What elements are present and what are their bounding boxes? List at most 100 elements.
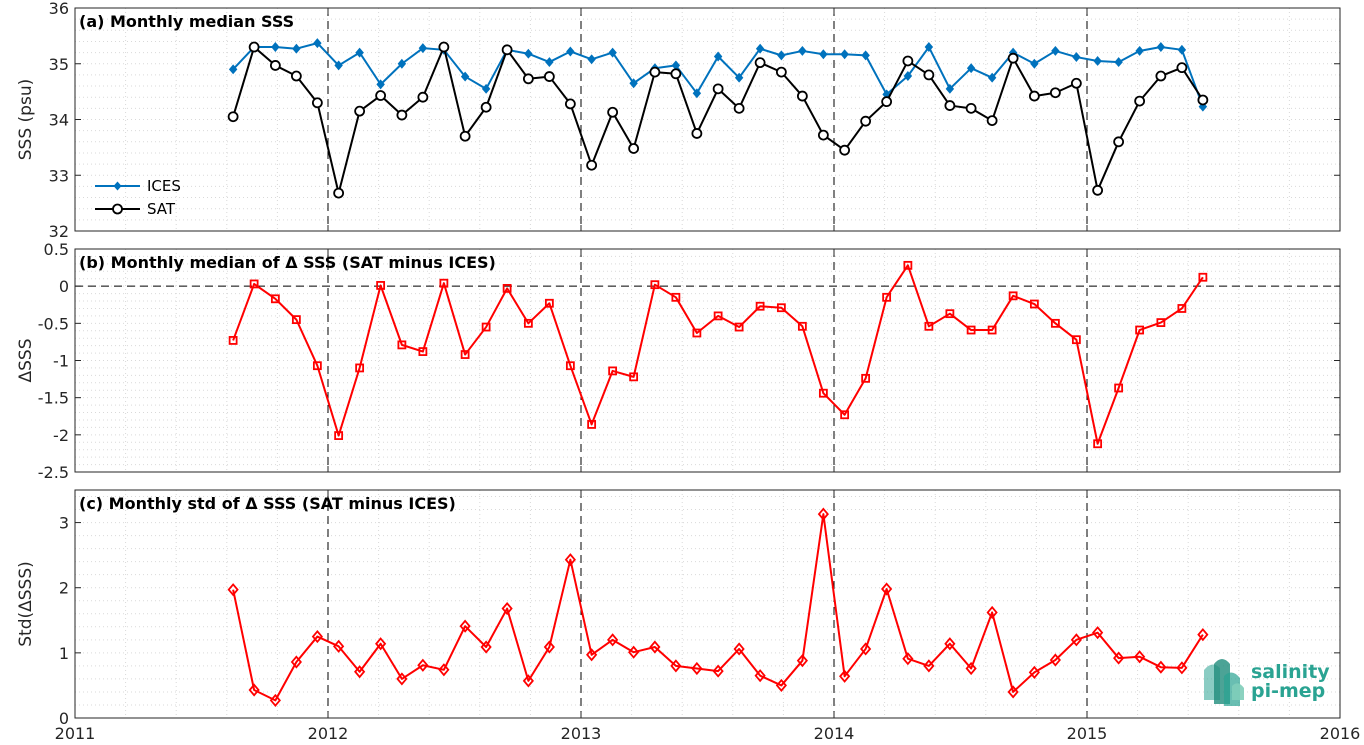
data-point: [629, 372, 639, 382]
data-point: [818, 388, 828, 398]
data-point: [839, 669, 851, 683]
data-point: [817, 129, 829, 141]
data-point: [290, 655, 302, 669]
panel-a: 32 33 34 35 36 (a) Monthly median SSS SSS (p…: [16, 0, 1341, 241]
data-point: [565, 361, 575, 371]
data-point: [480, 640, 492, 654]
data-point: [819, 49, 828, 60]
data-point: [334, 60, 343, 71]
data-point: [713, 51, 723, 62]
panel-b: -2.5 -2 -1.5 -1 -0.5 0 0.5 (b) Monthly median …: [16, 240, 1341, 482]
data-point: [586, 159, 598, 171]
data-point: [649, 640, 661, 654]
data-point: [543, 71, 555, 82]
data-point: [733, 642, 745, 656]
data-point: [649, 66, 661, 78]
data-point: [481, 322, 491, 332]
panel-c-title: (c) Monthly std of Δ SSS (SAT minus ICES…: [79, 494, 456, 513]
data-point: [986, 605, 998, 620]
data-point: [501, 601, 513, 616]
data-point: [798, 45, 807, 56]
data-point: [269, 693, 281, 708]
data-point: [860, 115, 872, 127]
data-point: [796, 90, 808, 102]
data-point: [1049, 87, 1061, 99]
x-tick-label: 2011: [55, 724, 96, 743]
data-point: [945, 83, 955, 94]
data-point: [566, 46, 575, 57]
x-tick-label: 2013: [561, 724, 602, 743]
data-point: [311, 97, 323, 109]
data-point: [1134, 95, 1146, 107]
data-point: [1028, 665, 1040, 679]
data-point: [1007, 685, 1019, 699]
data-point: [607, 106, 619, 118]
wave-icon: [1204, 659, 1244, 706]
legend-sat-label: SAT: [147, 200, 176, 218]
x-tick-label: 2012: [308, 724, 349, 743]
data-point: [608, 47, 617, 58]
data-point: [397, 58, 407, 69]
data-point: [417, 91, 429, 103]
panel-b-ylabel: ΔSSS: [16, 338, 36, 382]
legend: ICES SAT: [95, 177, 181, 218]
data-point: [1029, 299, 1039, 309]
data-point: [291, 315, 301, 325]
data-point: [333, 639, 345, 653]
data-point: [733, 102, 745, 114]
data-point: [354, 665, 366, 679]
data-point: [418, 43, 428, 54]
data-point: [1049, 653, 1061, 667]
panel-b-y-tick-label: 0: [59, 277, 69, 296]
data-point: [354, 105, 366, 117]
data-point: [396, 109, 408, 121]
data-point: [1072, 52, 1081, 63]
data-point: [903, 71, 913, 81]
data-point: [755, 301, 765, 311]
data-point: [481, 83, 491, 94]
data-point: [459, 130, 471, 142]
data-point: [418, 347, 428, 356]
legend-sat-marker: [112, 203, 123, 215]
data-point: [1114, 383, 1124, 393]
data-point: [881, 96, 893, 108]
data-point: [586, 648, 598, 662]
data-point: [1070, 77, 1082, 89]
panel-a-y-tick-label: 35: [49, 55, 69, 74]
data-point: [628, 645, 640, 659]
data-point: [1134, 650, 1146, 664]
data-point: [840, 49, 849, 60]
data-point: [522, 73, 534, 85]
legend-ices-marker: [113, 181, 122, 191]
panel-c-y-tick-label: 1: [59, 644, 69, 663]
data-point: [270, 294, 280, 304]
data-point: [292, 43, 301, 54]
data-point: [1135, 325, 1145, 335]
data-point: [1093, 439, 1103, 449]
data-point: [713, 311, 723, 321]
data-point: [375, 90, 387, 101]
data-point: [902, 652, 914, 666]
data-point: [796, 654, 808, 668]
data-point: [775, 66, 787, 78]
data-point: [924, 42, 934, 52]
data-point: [776, 303, 786, 313]
panel-b-y-tick-label: -1.5: [38, 389, 69, 408]
panel-a-y-tick-label: 32: [49, 222, 69, 241]
data-point: [861, 50, 870, 61]
panel-c: 0 1 2 3 (c) Monthly std of Δ SSS (SAT minus…: [16, 489, 1341, 728]
data-point: [839, 144, 851, 156]
salinity-pi-mep-logo: salinity pi-mep: [1204, 659, 1330, 706]
data-point: [523, 318, 533, 328]
data-point: [1007, 52, 1019, 64]
data-point: [1071, 335, 1081, 345]
data-point: [271, 42, 280, 52]
data-point: [945, 309, 955, 319]
data-point: [376, 79, 385, 90]
data-point: [396, 672, 408, 686]
data-point: [545, 57, 554, 68]
data-point: [480, 101, 492, 113]
data-point: [1008, 291, 1018, 301]
data-point: [670, 68, 682, 80]
data-point: [1177, 304, 1187, 313]
